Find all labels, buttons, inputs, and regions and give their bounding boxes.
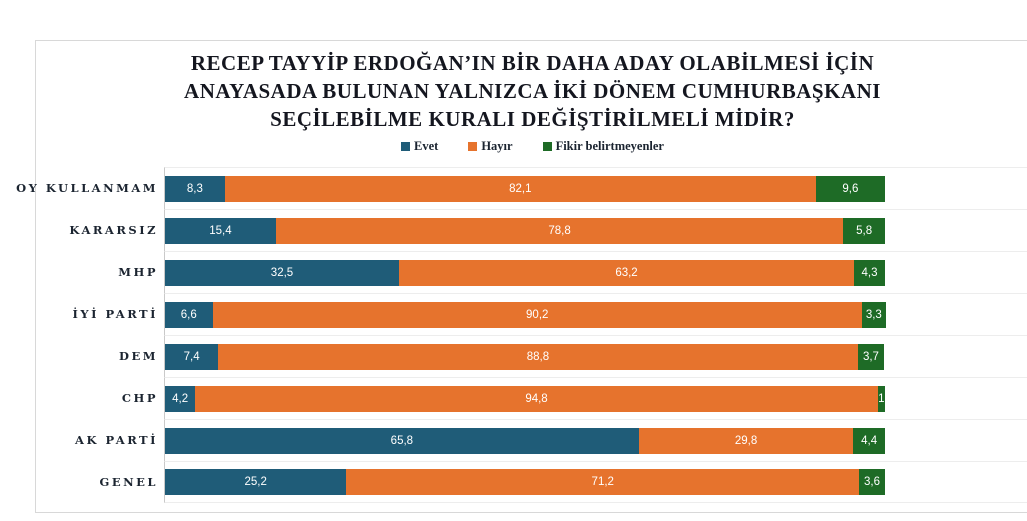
bar-value-label: 29,8 (734, 434, 758, 447)
bar-segment-hayir: 94,8 (195, 385, 878, 412)
bar-value-label: 63,2 (615, 266, 638, 279)
chart-title-line-2: ANAYASADA BULUNAN YALNIZCA İKİ DÖNEM CUM… (184, 79, 881, 103)
bar-value-label: 6,6 (180, 308, 197, 321)
stacked-bar: 4,2 94,8 1 (165, 385, 1027, 412)
stacked-bar: 32,5 63,2 4,3 (165, 259, 1027, 286)
row-plot: 7,4 88,8 3,7 (164, 335, 1027, 377)
row-plot: 4,2 94,8 1 (164, 377, 1027, 419)
bar-segment-hayir: 90,2 (212, 301, 862, 328)
bar-value-label: 1 (878, 392, 885, 405)
chart-title: RECEP TAYYİP ERDOĞAN’IN BİR DAHA ADAY OL… (36, 49, 1027, 133)
category-label: İYİ PARTİ (72, 307, 158, 321)
legend-item-fikir-belirtmeyenler: Fikir belirtmeyenler (542, 138, 664, 154)
bar-value-label: 15,4 (209, 224, 232, 237)
chart-container: RECEP TAYYİP ERDOĞAN’IN BİR DAHA ADAY OL… (16, 40, 1027, 513)
bar-segment-fikir: 4,4 (853, 427, 885, 454)
stacked-bar: 7,4 88,8 3,7 (165, 343, 1027, 370)
bar-value-label: 65,8 (390, 434, 414, 447)
stacked-bar: 25,2 71,2 3,6 (165, 469, 1027, 495)
bar-segment-evet: 7,4 (165, 343, 219, 370)
bar-segment-hayir: 88,8 (218, 343, 858, 370)
bar-value-label: 90,2 (526, 308, 549, 321)
legend-label: Fikir belirtmeyenler (555, 138, 664, 153)
bar-value-label: 3,6 (864, 476, 881, 488)
row-plot: 15,4 78,8 5,8 (164, 209, 1027, 251)
bar-value-label: 3,7 (862, 350, 879, 363)
bar-value-label: 78,8 (548, 224, 571, 237)
legend-item-hayir: Hayır (468, 138, 513, 154)
legend-swatch (401, 141, 410, 151)
bar-segment-evet: 8,3 (165, 175, 225, 202)
bar-segment-fikir: 4,3 (854, 259, 885, 286)
chart-row: İYİ PARTİ 6,6 90,2 3,3 (36, 293, 1027, 335)
chart-title-line-3: SEÇİLEBİLME KURALI DEĞİŞTİRİLMELİ MİDİR? (270, 107, 795, 131)
bar-segment-fikir: 9,6 (815, 175, 885, 202)
chart-row: DEM 7,4 88,8 3,7 (36, 335, 1027, 377)
chart-row: KARARSIZ 15,4 78,8 5,8 (36, 209, 1027, 251)
bar-value-label: 94,8 (525, 392, 548, 405)
bar-segment-fikir: 3,7 (857, 343, 885, 370)
category-label: KARARSIZ (69, 223, 158, 237)
bar-segment-fikir: 5,8 (843, 217, 885, 244)
bar-segment-evet: 25,2 (165, 469, 347, 495)
bar-segment-evet: 32,5 (165, 259, 399, 286)
category-label: GENEL (99, 475, 158, 489)
bar-segment-evet: 6,6 (165, 301, 213, 328)
chart-rows: OY KULLANMAM 8,3 82,1 9,6 KARARSIZ 15,4 78,… (16, 167, 1027, 503)
stacked-bar: 8,3 82,1 9,6 (165, 175, 1027, 202)
bar-value-label: 82,1 (509, 182, 532, 195)
category-label: DEM (119, 349, 158, 363)
bar-segment-hayir: 63,2 (399, 259, 855, 286)
bar-segment-evet: 4,2 (165, 385, 196, 412)
bar-segment-hayir: 29,8 (638, 427, 854, 454)
bar-value-label: 3,3 (865, 308, 882, 321)
row-plot: 32,5 63,2 4,3 (164, 251, 1027, 293)
legend-swatch (542, 141, 552, 151)
bar-segment-evet: 65,8 (165, 427, 639, 454)
stacked-bar: 15,4 78,8 5,8 (165, 217, 1027, 244)
bar-segment-hayir: 78,8 (275, 217, 844, 244)
row-plot: 8,3 82,1 9,6 (164, 167, 1027, 209)
bar-value-label: 5,8 (856, 224, 873, 237)
legend-item-evet: Evet (401, 139, 438, 154)
bar-value-label: 9,6 (842, 182, 859, 195)
legend-swatch (468, 141, 478, 151)
row-plot: 25,2 71,2 3,6 (164, 461, 1027, 503)
chart-row: CHP 4,2 94,8 1 (36, 377, 1027, 419)
category-label: CHP (121, 391, 158, 405)
bar-value-label: 71,2 (591, 476, 614, 488)
category-label: AK PARTİ (75, 433, 158, 447)
bar-segment-hayir: 82,1 (224, 175, 816, 202)
bar-value-label: 4,3 (861, 266, 878, 279)
bar-value-label: 4,4 (861, 434, 878, 447)
bar-value-label: 7,4 (183, 350, 200, 363)
bar-value-label: 25,2 (244, 476, 267, 488)
legend-label: Evet (414, 138, 439, 153)
bar-segment-fikir: 1 (877, 385, 885, 412)
stacked-bar: 6,6 90,2 3,3 (165, 301, 1027, 328)
bar-value-label: 88,8 (526, 350, 550, 363)
legend: Evet Hayır Fikir belirtmeyenler (36, 137, 1027, 155)
bar-segment-hayir: 71,2 (346, 469, 860, 495)
chart-row: AK PARTİ 65,8 29,8 4,4 (36, 419, 1027, 461)
chart-row: GENEL 25,2 71,2 3,6 (36, 461, 1027, 503)
category-label: MHP (118, 265, 158, 279)
chart-title-line-1: RECEP TAYYİP ERDOĞAN’IN BİR DAHA ADAY OL… (190, 51, 875, 75)
category-label: OY KULLANMAM (16, 181, 158, 195)
bar-segment-evet: 15,4 (165, 217, 276, 244)
bar-segment-fikir: 3,3 (861, 301, 886, 328)
bar-value-label: 4,2 (172, 392, 189, 405)
row-plot: 65,8 29,8 4,4 (164, 419, 1027, 461)
stacked-bar: 65,8 29,8 4,4 (165, 427, 1027, 454)
bar-segment-fikir: 3,6 (859, 469, 885, 495)
bar-value-label: 8,3 (186, 182, 203, 195)
chart-row: MHP 32,5 63,2 4,3 (36, 251, 1027, 293)
row-plot: 6,6 90,2 3,3 (164, 293, 1027, 335)
legend-label: Hayır (481, 138, 513, 153)
bar-value-label: 32,5 (270, 266, 294, 279)
chart-row: OY KULLANMAM 8,3 82,1 9,6 (16, 167, 1027, 209)
